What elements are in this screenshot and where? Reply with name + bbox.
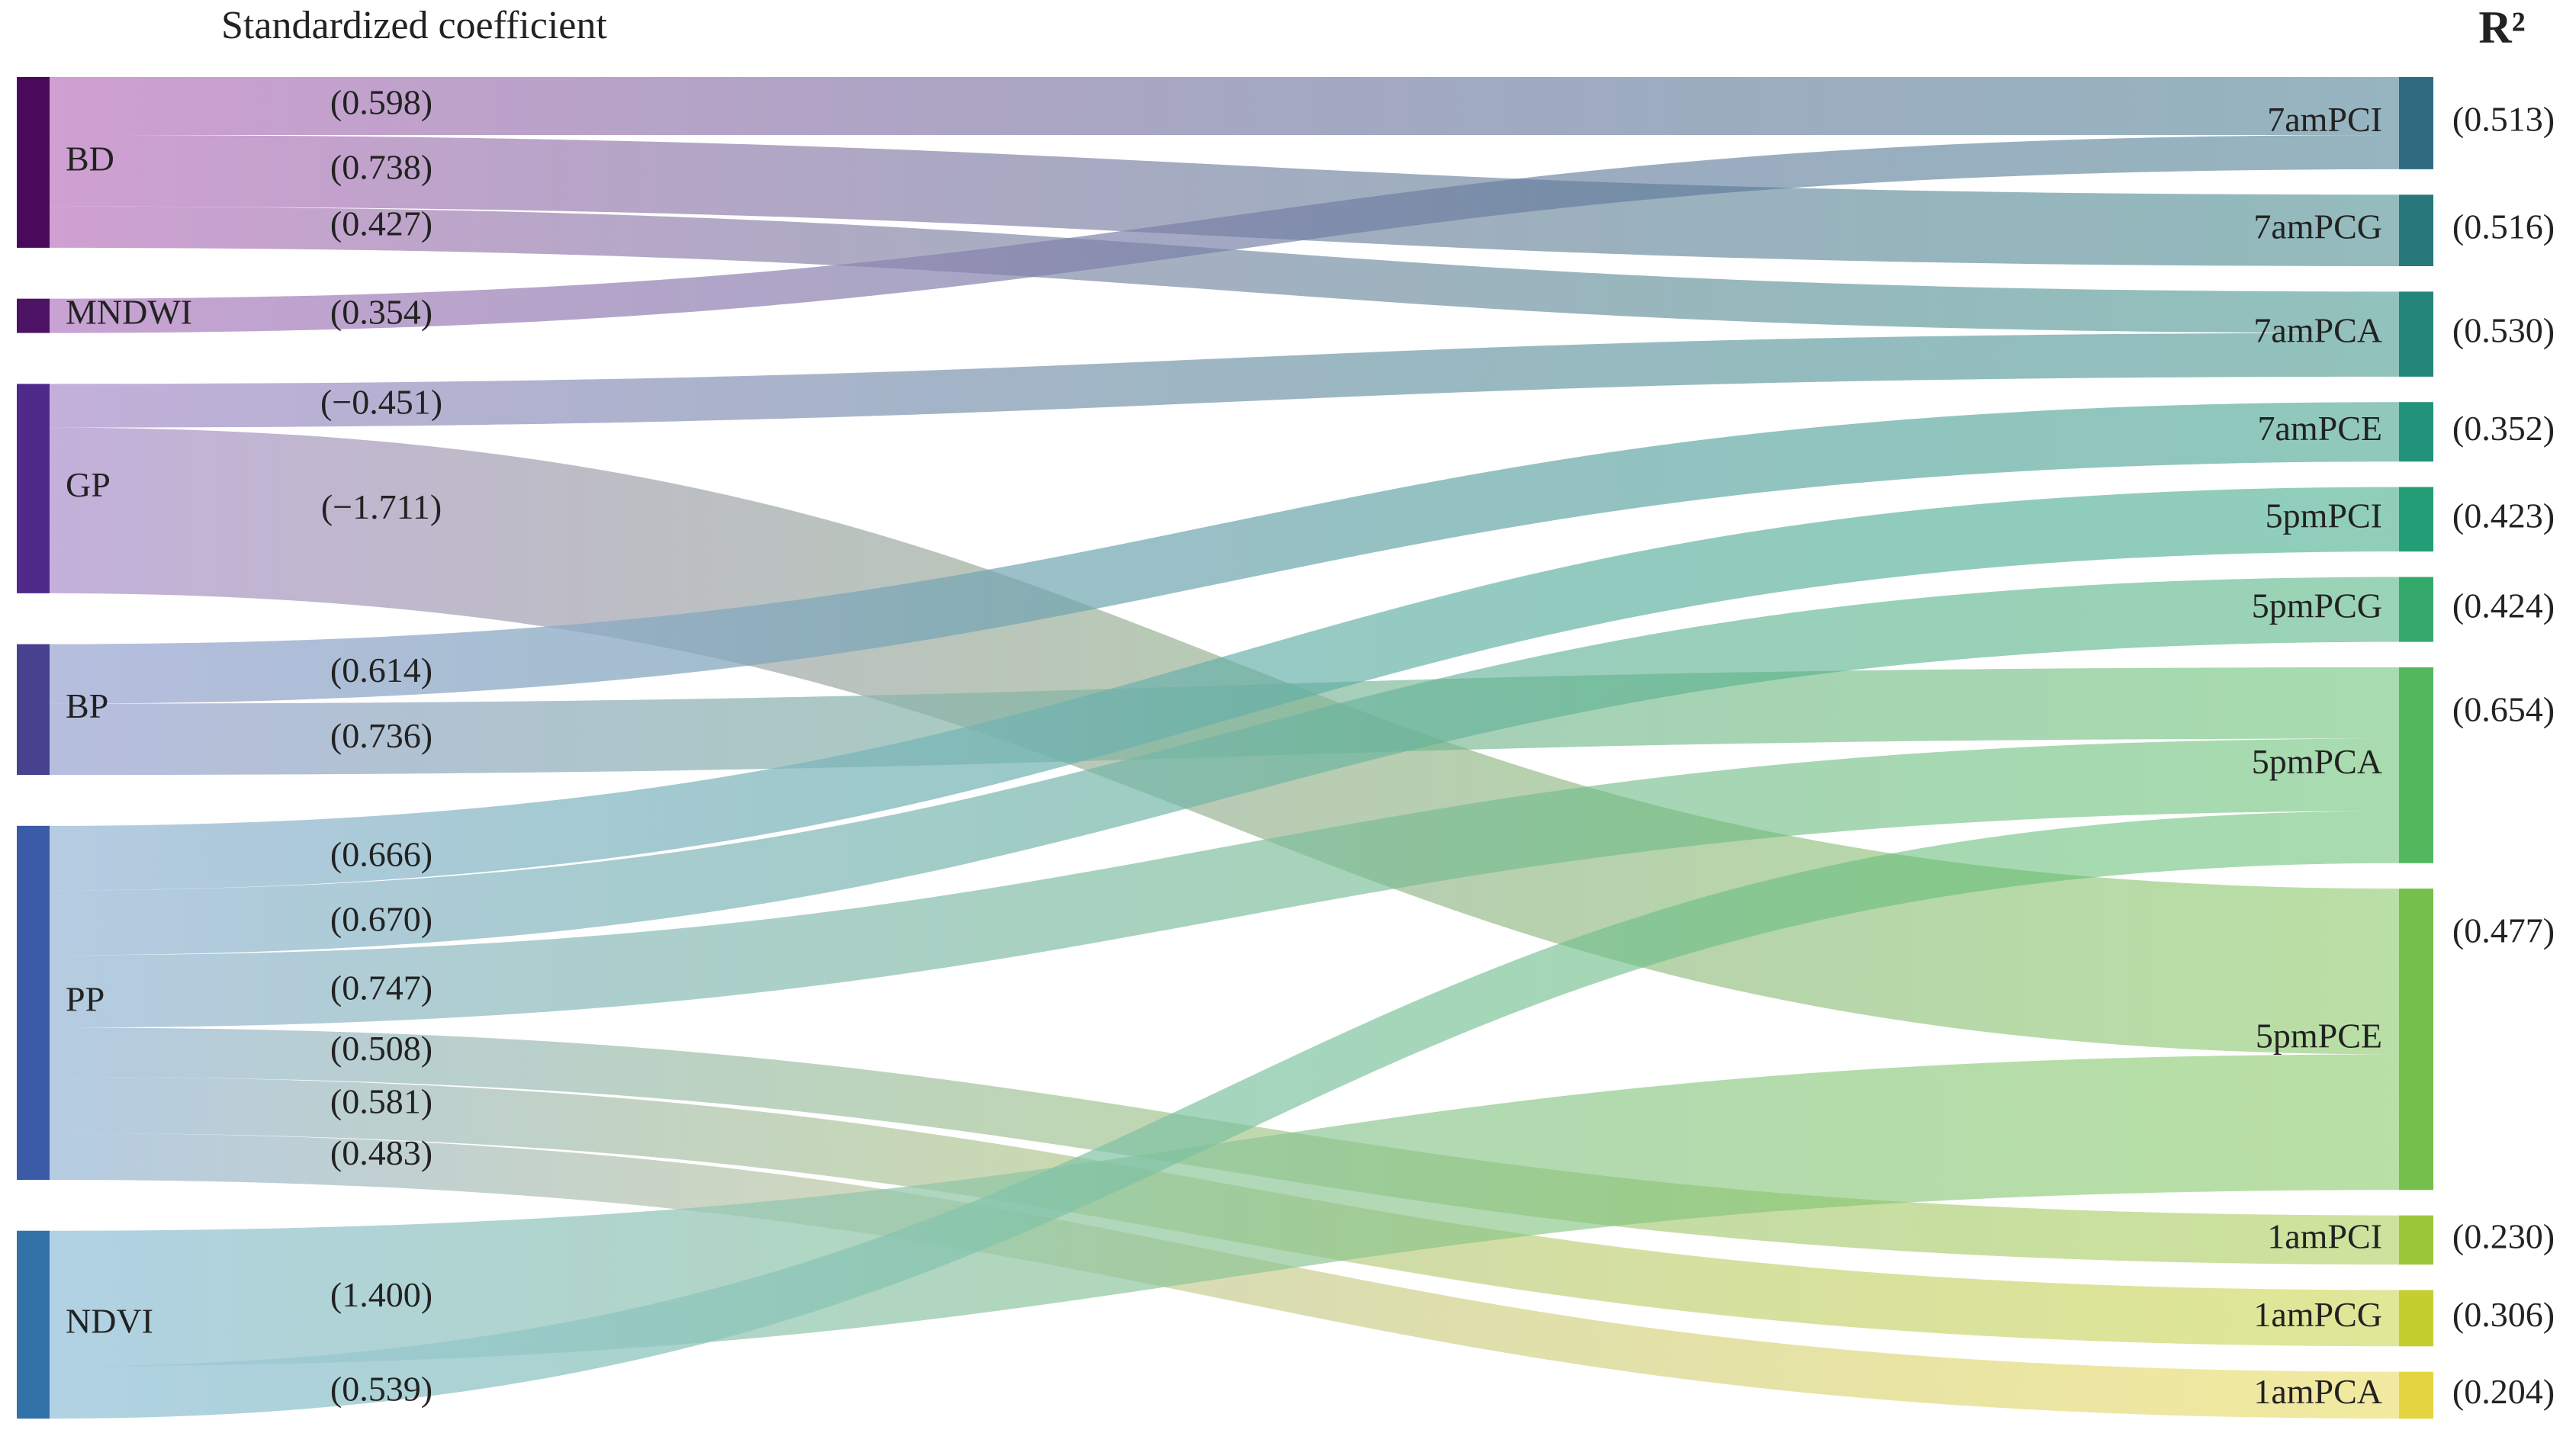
- link-label: (−1.711): [321, 487, 442, 526]
- target-node: [2399, 1371, 2433, 1419]
- target-node: [2399, 889, 2433, 1191]
- r2-label: (0.654): [2452, 690, 2555, 729]
- target-node: [2399, 194, 2433, 266]
- r2-label: (0.352): [2452, 409, 2555, 448]
- target-label: 7amPCG: [2253, 207, 2382, 246]
- link: [50, 811, 2399, 1419]
- target-node: [2399, 577, 2433, 642]
- link-label: (0.738): [330, 147, 433, 186]
- source-node: [17, 1230, 50, 1419]
- target-label: 1amPCI: [2267, 1216, 2382, 1255]
- link-label: (0.614): [330, 651, 433, 689]
- target-label: 5pmPCI: [2266, 496, 2382, 535]
- link: [50, 333, 2399, 428]
- source-node: [17, 77, 50, 248]
- link-label: (0.508): [330, 1029, 433, 1068]
- r2-label: (0.477): [2452, 911, 2555, 950]
- link-label: (0.354): [330, 293, 433, 332]
- link: [50, 1054, 2399, 1367]
- target-node: [2399, 487, 2433, 552]
- target-label: 7amPCE: [2257, 409, 2382, 448]
- link: [50, 206, 2399, 333]
- target-node: [2399, 402, 2433, 462]
- r2-label: (0.230): [2452, 1216, 2555, 1255]
- r2-label: (0.423): [2452, 496, 2555, 535]
- r2-label: (0.204): [2452, 1372, 2555, 1411]
- link: [50, 738, 2399, 1028]
- chart-title: Standardized coefficient: [221, 4, 607, 47]
- links: [50, 77, 2399, 1419]
- source-node: [17, 825, 50, 1181]
- source-label: NDVI: [66, 1301, 153, 1340]
- source-node: [17, 644, 50, 776]
- source-label: BD: [66, 140, 114, 178]
- link-label: (0.427): [330, 204, 433, 243]
- source-label: PP: [66, 979, 105, 1018]
- link: [50, 402, 2399, 704]
- source-label: MNDWI: [66, 293, 192, 332]
- target-label: 5pmPCE: [2256, 1016, 2382, 1055]
- link-label: (0.483): [330, 1133, 433, 1172]
- target-label: 7amPCI: [2267, 100, 2382, 139]
- target-label: 1amPCA: [2253, 1372, 2382, 1411]
- target-label: 5pmPCG: [2252, 586, 2382, 625]
- r2-title: R²: [2478, 2, 2525, 53]
- target-label: 1amPCG: [2253, 1295, 2382, 1334]
- link-label: (1.400): [330, 1275, 433, 1314]
- target-node: [2399, 1215, 2433, 1265]
- target-label: 7amPCA: [2253, 311, 2382, 350]
- link-label: (0.539): [330, 1369, 433, 1408]
- target-node: [2399, 77, 2433, 169]
- r2-label: (0.424): [2452, 586, 2555, 625]
- target-node: [2399, 667, 2433, 863]
- link: [50, 577, 2399, 956]
- r2-label: (0.513): [2452, 100, 2555, 139]
- source-label: GP: [66, 465, 111, 504]
- link-label: (0.747): [330, 968, 433, 1007]
- link-label: (0.736): [330, 716, 433, 755]
- source-label: BP: [66, 686, 108, 725]
- source-node: [17, 384, 50, 593]
- source-node: [17, 298, 50, 333]
- link: [50, 667, 2399, 776]
- r2-label: (0.530): [2452, 311, 2555, 350]
- nodes: (0.598) (0.738) (0.427) (0.354) (−0.451) (−1.…: [17, 77, 2555, 1419]
- link-label: (0.581): [330, 1081, 433, 1120]
- link: [50, 487, 2399, 891]
- target-node: [2399, 1290, 2433, 1347]
- target-node: [2399, 291, 2433, 377]
- r2-label: (0.306): [2452, 1295, 2555, 1334]
- target-label: 5pmPCA: [2252, 742, 2382, 781]
- link-label: (0.670): [330, 900, 433, 939]
- link: [50, 134, 2399, 266]
- link-label: (0.598): [330, 83, 433, 122]
- link: [50, 77, 2399, 135]
- link: [50, 134, 2399, 333]
- link-label: (0.666): [330, 835, 433, 874]
- link-label: (−0.451): [320, 383, 442, 422]
- r2-label: (0.516): [2452, 207, 2555, 246]
